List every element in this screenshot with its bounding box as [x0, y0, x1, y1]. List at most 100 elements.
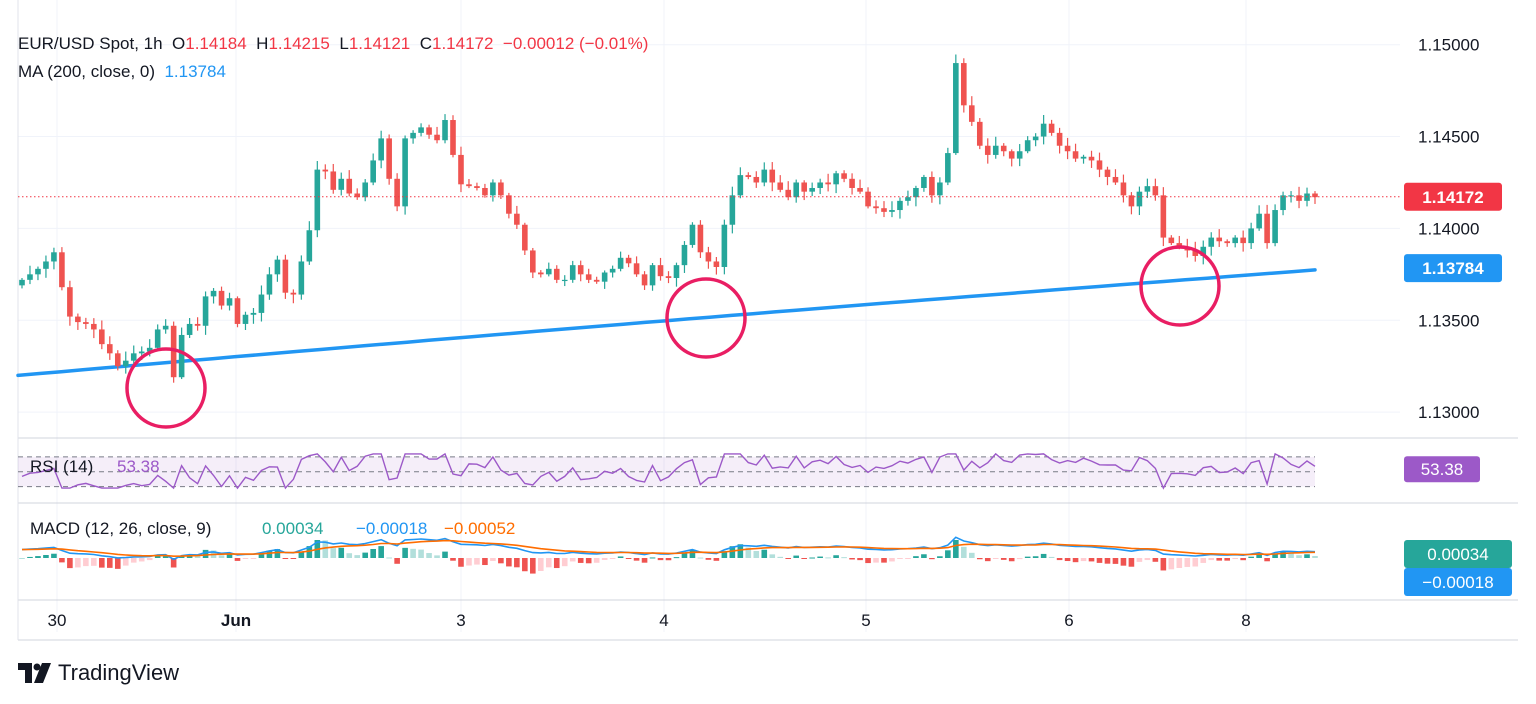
candle-body [1312, 193, 1318, 198]
candle-body [498, 182, 504, 196]
candle-body [458, 154, 464, 185]
candle-body [841, 173, 847, 179]
macd-histogram-bar [881, 558, 887, 563]
macd-histogram-bar [234, 558, 241, 561]
candle-body [394, 178, 400, 207]
symbol-header: EUR/USD Spot, 1h O1.14184 H1.14215 L1.14… [18, 34, 648, 54]
ma-header: MA (200, close, 0) 1.13784 [18, 62, 226, 82]
x-tick-label: 30 [48, 611, 67, 630]
candle-body [290, 292, 297, 295]
tradingview-logo: TradingView [18, 660, 179, 686]
macd-histogram-bar [114, 558, 121, 569]
candle-body [450, 120, 456, 155]
macd-histogram-bar [961, 546, 967, 558]
candle-body [992, 145, 999, 155]
candle-body [793, 182, 800, 198]
candle-body [314, 169, 321, 231]
macd-histogram-bar [929, 558, 935, 560]
macd-histogram-bar [713, 558, 720, 561]
macd-histogram-bar [673, 557, 680, 559]
macd-histogram-bar [1112, 558, 1119, 564]
macd-histogram-bar [458, 558, 464, 567]
macd-histogram-bar [1296, 555, 1302, 558]
ma-label: MA (200, close, 0) [18, 62, 156, 81]
macd-histogram-bar [474, 558, 480, 565]
candle-body [657, 265, 664, 277]
macd-histogram-bar [769, 554, 776, 558]
candle-body [19, 279, 25, 286]
macd-histogram-bar [545, 558, 552, 568]
candle-body [362, 182, 369, 198]
macd-histogram-bar [1272, 553, 1278, 558]
candle-body [641, 274, 648, 286]
time-axis: 30 Jun 3 4 5 6 8 [48, 611, 1251, 630]
macd-histogram-bar [194, 555, 201, 558]
macd-histogram-bar [705, 558, 712, 560]
candle-body [298, 261, 305, 295]
macd-histogram-bar [106, 558, 113, 568]
macd-histogram-bar [1048, 556, 1055, 558]
candle-body [386, 138, 392, 179]
candle-body [146, 347, 153, 352]
macd-hist-tag-label: 0.00034 [1427, 545, 1488, 564]
candle-body [753, 176, 760, 183]
macd-histogram-bar [585, 558, 592, 564]
macd-histogram-bar [1016, 558, 1023, 560]
candle-body [1296, 195, 1302, 201]
macd-histogram-bar [394, 558, 400, 564]
candle-body [130, 353, 137, 361]
low-value: 1.14121 [348, 34, 411, 53]
macd-histogram-bar [170, 558, 177, 568]
macd-histogram-bar [75, 558, 81, 568]
macd-histogram-bar [1200, 558, 1207, 563]
x-tick-label: 5 [861, 611, 870, 630]
candle-body [984, 145, 991, 155]
candle-body [434, 134, 440, 141]
candle-body [418, 127, 424, 133]
macd-signal-value: −0.00052 [444, 519, 515, 538]
candle-body [346, 178, 353, 194]
macd-histogram-bar [43, 554, 49, 558]
candle-body [1256, 213, 1262, 229]
macd-histogram-bar [1000, 558, 1007, 560]
annotations [125, 245, 1221, 429]
candle-body [194, 323, 201, 326]
symbol-title: EUR/USD Spot, 1h [18, 34, 163, 53]
candle-body [138, 351, 145, 354]
candle-body [1160, 195, 1167, 238]
macd-histogram-bar [298, 551, 305, 558]
candle-body [609, 268, 616, 273]
macd-histogram-bar [530, 558, 536, 574]
candle-body [1000, 145, 1007, 152]
macd-histogram-bar [1264, 558, 1270, 562]
candle-body [242, 314, 249, 324]
last-price-label: 1.14172 [1422, 188, 1483, 207]
candle-body [1056, 132, 1063, 146]
open-value: 1.14184 [185, 34, 247, 53]
high-label: H [256, 34, 269, 53]
candle-body [1072, 151, 1079, 159]
macd-tag-label: −0.00018 [1422, 573, 1493, 592]
macd-histogram-bar [154, 555, 161, 558]
candle-body [1264, 213, 1270, 244]
candle-body [1280, 195, 1286, 211]
macd-histogram-bar [873, 558, 879, 563]
candle-body [99, 329, 105, 345]
macd-histogram-bar [242, 558, 249, 559]
macd-histogram-bar [905, 558, 911, 559]
candle-body [1200, 246, 1207, 256]
candle-body [274, 259, 281, 275]
candle-body [569, 265, 576, 280]
candle-body [1008, 151, 1015, 159]
candle-body [370, 160, 376, 183]
candle-body [968, 105, 975, 122]
candle-body [681, 244, 688, 266]
candle-body [122, 360, 129, 367]
annotation-circle [1139, 245, 1221, 327]
candle-body [857, 187, 863, 192]
candle-body [1168, 237, 1175, 244]
candle-body [953, 63, 959, 154]
candle-body [210, 290, 217, 297]
last-price-tag [1404, 182, 1502, 211]
macd-histogram-bar [146, 558, 153, 561]
